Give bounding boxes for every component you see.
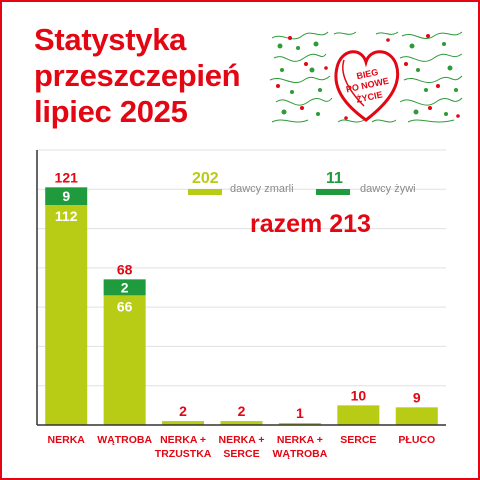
data-label-total: 1 [296,405,304,421]
data-label-deceased: 66 [117,298,133,314]
data-label-living: 2 [121,279,129,295]
title-line-3: lipiec 2025 [34,94,188,129]
category-label: PŁUCO [398,434,435,446]
category-label: TRZUSTKA [155,448,212,460]
category-label: NERKA + [160,434,206,446]
bar-deceased [337,405,380,425]
category-label: NERKA + [277,434,323,446]
bar-living [45,187,88,205]
data-label-deceased: 112 [55,208,78,224]
floral-pattern [269,31,463,123]
category-label: NERKA [48,434,86,446]
category-label: NERKA + [219,434,265,446]
data-label-total: 68 [117,261,133,277]
bar-deceased [220,421,263,425]
category-label: WĄTROBA [273,448,328,460]
bar-deceased [45,205,88,425]
data-label-total: 10 [351,387,367,403]
legend-swatch-living [316,189,350,195]
category-label: SERCE [340,434,376,446]
campaign-logo: BIEG PO NOWE ŻYCIE [269,31,463,123]
data-label-total: 121 [55,169,79,185]
legend-value-living: 11 [326,170,343,187]
logo-text-line-1: BIEG [356,67,380,81]
data-label-total: 2 [179,403,187,419]
total-label: razem 213 [250,210,371,238]
category-label: SERCE [223,448,259,460]
category-label: WĄTROBA [97,434,152,446]
data-label-total: 9 [413,389,421,405]
heart-logo-icon [334,50,400,122]
legend-swatch-deceased [188,189,222,195]
bar-deceased [395,407,438,425]
legend-value-deceased: 202 [192,170,219,187]
legend-label-deceased: dawcy zmarli [230,183,294,195]
legend-label-living: dawcy żywi [360,183,416,195]
bar-deceased [278,423,321,425]
bar-deceased [103,295,146,425]
data-label-total: 2 [238,403,246,419]
bar-deceased [162,421,205,425]
title-line-1: Statystyka [34,22,187,57]
page-title: Statystyka przeszczepień lipiec 2025 [34,22,241,130]
data-label-living: 9 [62,188,70,204]
bar-living [103,279,146,296]
title-line-2: przeszczepień [34,58,241,93]
